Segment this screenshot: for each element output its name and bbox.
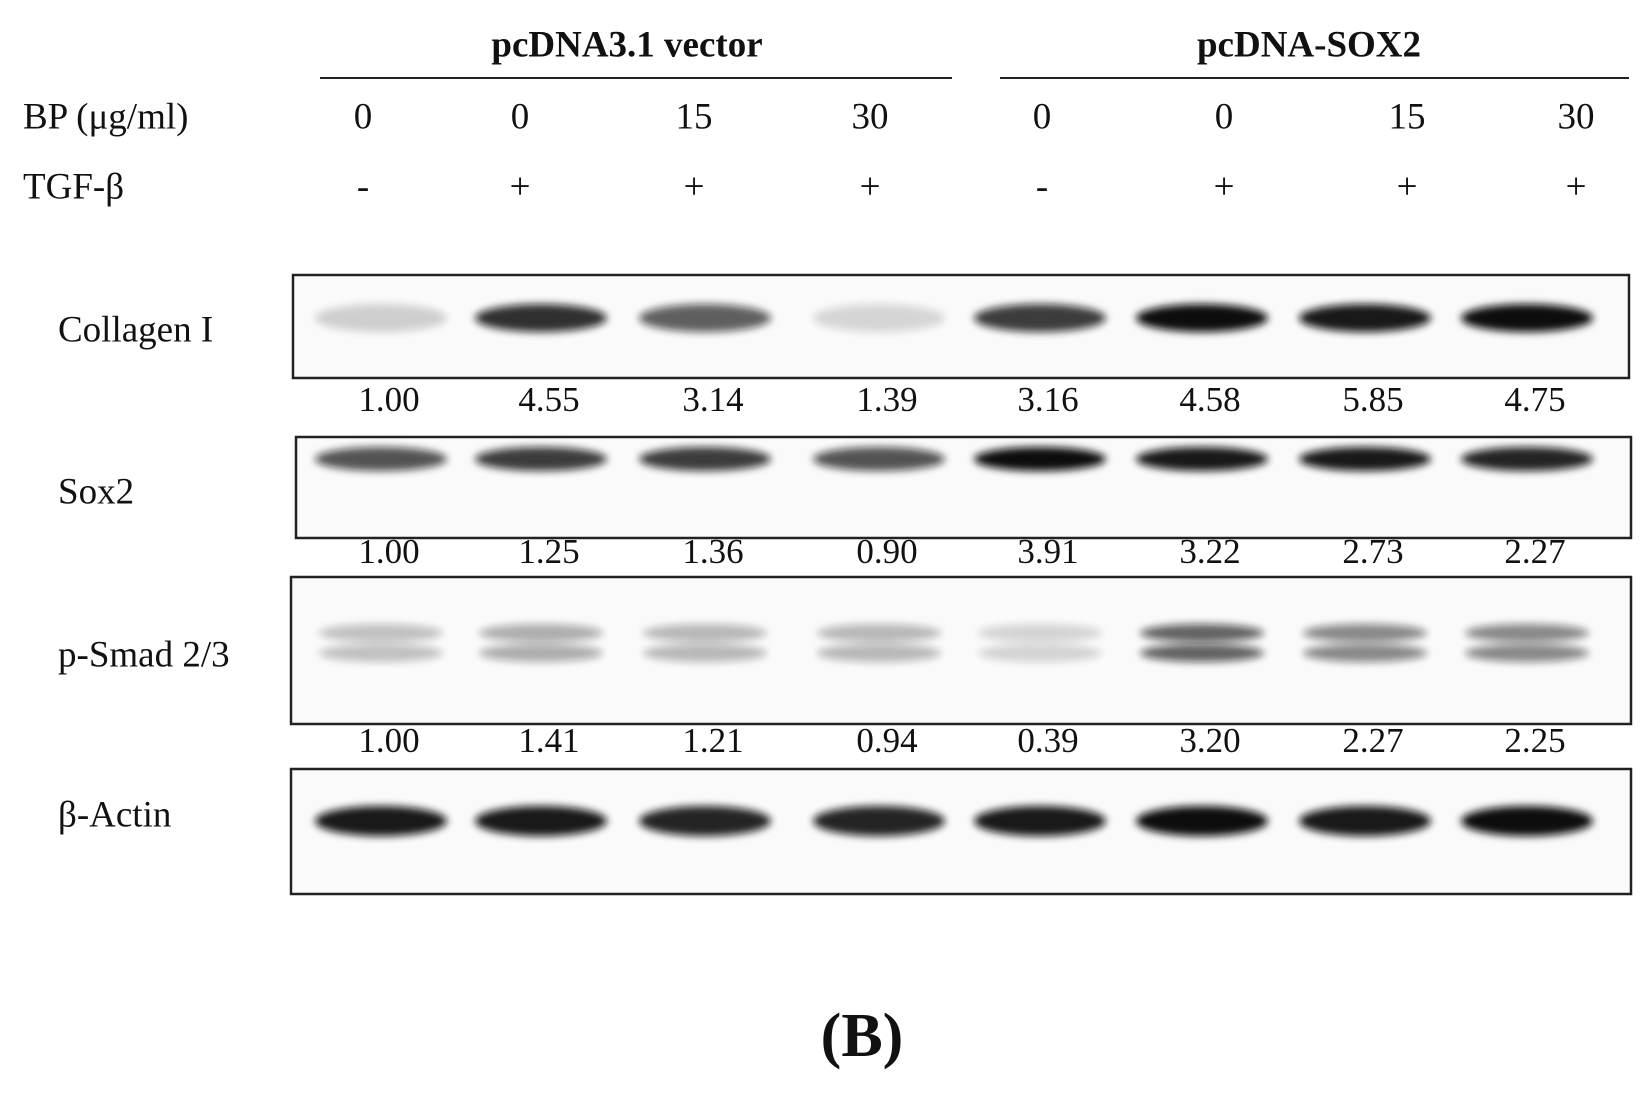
band — [475, 806, 607, 836]
quantification-value: 3.22 — [1179, 532, 1240, 571]
band — [475, 447, 607, 471]
quantification-value: 2.27 — [1504, 532, 1565, 571]
band — [475, 304, 607, 332]
band — [974, 806, 1106, 836]
band — [1136, 447, 1268, 471]
group-label: pcDNA-SOX2 — [1197, 24, 1421, 65]
quantification-value: 1.00 — [358, 721, 419, 760]
quantification-value: 1.41 — [518, 721, 579, 760]
quantification-value: 2.25 — [1504, 721, 1565, 760]
condition-value: 0 — [1215, 96, 1234, 137]
condition-label: BP (μg/ml) — [23, 96, 188, 137]
band — [813, 806, 945, 836]
condition-value: 0 — [511, 96, 530, 137]
band — [817, 624, 941, 642]
band — [315, 447, 447, 471]
band — [974, 304, 1106, 332]
band — [1303, 644, 1427, 662]
quantification-value: 1.36 — [682, 532, 743, 571]
band — [1461, 304, 1593, 332]
quantification-value: 1.21 — [682, 721, 743, 760]
condition-value: + — [1397, 166, 1418, 207]
band — [1465, 644, 1589, 662]
quantification-value: 1.25 — [518, 532, 579, 571]
band — [1461, 447, 1593, 471]
quantification-value: 3.20 — [1179, 721, 1240, 760]
condition-value: 15 — [676, 96, 713, 137]
band — [1136, 806, 1268, 836]
blot-label: β-Actin — [58, 794, 171, 835]
band — [639, 806, 771, 836]
condition-value: + — [860, 166, 881, 207]
quantification-value: 1.00 — [358, 532, 419, 571]
band — [1461, 806, 1593, 836]
band — [813, 304, 945, 332]
band — [978, 624, 1102, 642]
blot-frame — [289, 767, 1633, 896]
band — [319, 644, 443, 662]
band — [1299, 447, 1431, 471]
band — [978, 644, 1102, 662]
band — [1140, 624, 1264, 642]
quantification-value: 1.39 — [856, 380, 917, 419]
condition-value: 30 — [1558, 96, 1595, 137]
quantification-value: 5.85 — [1342, 380, 1403, 419]
quantification-value: 2.73 — [1342, 532, 1403, 571]
band — [1303, 624, 1427, 642]
condition-value: - — [357, 166, 369, 207]
panel-label: (B) — [821, 1002, 904, 1070]
band — [315, 806, 447, 836]
condition-value: 30 — [852, 96, 889, 137]
band — [319, 624, 443, 642]
band — [315, 304, 447, 332]
band — [479, 644, 603, 662]
quantification-value: 2.27 — [1342, 721, 1403, 760]
band — [1140, 644, 1264, 662]
quantification-value: 0.90 — [856, 532, 917, 571]
quantification-value: 4.55 — [518, 380, 579, 419]
blot-label: Sox2 — [58, 471, 134, 512]
condition-value: + — [1214, 166, 1235, 207]
condition-value: 15 — [1389, 96, 1426, 137]
condition-value: 0 — [1033, 96, 1052, 137]
quantification-value: 3.16 — [1017, 380, 1078, 419]
quantification-value: 0.39 — [1017, 721, 1078, 760]
band — [643, 644, 767, 662]
band — [974, 447, 1106, 471]
band — [1299, 304, 1431, 332]
quantification-value: 3.91 — [1017, 532, 1078, 571]
blot-label: Collagen I — [58, 309, 213, 350]
band — [817, 644, 941, 662]
condition-value: + — [510, 166, 531, 207]
band — [643, 624, 767, 642]
condition-value: 0 — [354, 96, 373, 137]
quantification-value: 0.94 — [856, 721, 917, 760]
condition-value: + — [1566, 166, 1587, 207]
quantification-value: 4.75 — [1504, 380, 1565, 419]
condition-label: TGF-β — [23, 166, 124, 207]
band — [639, 447, 771, 471]
condition-value: + — [684, 166, 705, 207]
band — [813, 447, 945, 471]
band — [639, 304, 771, 332]
group-label: pcDNA3.1 vector — [491, 24, 762, 65]
quantification-value: 3.14 — [682, 380, 743, 419]
quantification-value: 4.58 — [1179, 380, 1240, 419]
band — [479, 624, 603, 642]
band — [1136, 304, 1268, 332]
condition-value: - — [1036, 166, 1048, 207]
quantification-value: 1.00 — [358, 380, 419, 419]
blot-label: p-Smad 2/3 — [58, 634, 230, 675]
band — [1299, 806, 1431, 836]
band — [1465, 624, 1589, 642]
